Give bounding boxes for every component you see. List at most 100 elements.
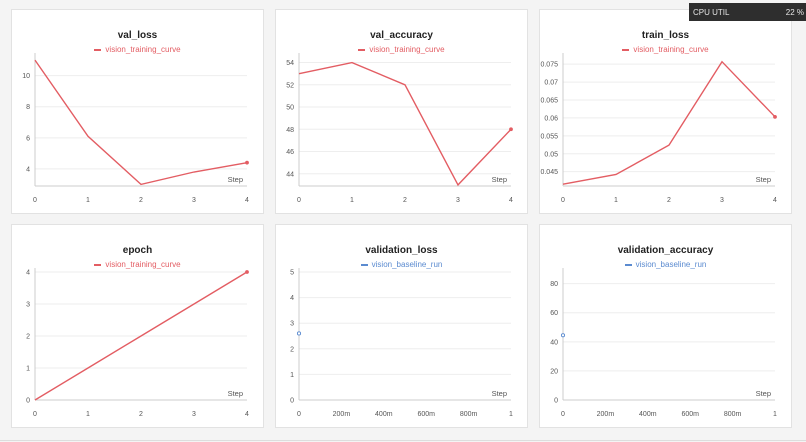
series-line[interactable] (298, 61, 512, 187)
x-tick-label: 0 (297, 411, 301, 418)
x-tick-label: 0 (297, 197, 301, 204)
y-tick-label: 46 (286, 149, 294, 156)
x-tick-label: 2 (667, 197, 671, 204)
y-tick-label: 1 (290, 372, 294, 379)
chart-legend[interactable]: vision_training_curve (540, 45, 791, 54)
chart-panel-val-loss[interactable]: 4 6 8 10 0 1 2 3 4 Step val_loss vision_training_cu… (11, 9, 264, 214)
chart-plot: 0 1 2 3 4 5 0 200m 400m 600m 800m 1 Step (290, 268, 513, 418)
y-tick-label: 0 (290, 398, 294, 405)
chart-plot: 4 6 8 10 0 1 2 3 4 Step (22, 53, 249, 204)
chart-title: epoch (122, 245, 153, 256)
x-tick-label: 600m (417, 411, 435, 418)
chart-panel-validation-accuracy[interactable]: 0 20 40 60 80 0 200m 400m 600m 800m 1 Step validatio… (539, 224, 792, 428)
x-axis-label: Step (756, 175, 771, 184)
y-tick-label: 10 (22, 73, 30, 80)
x-tick-label: 3 (192, 197, 196, 204)
cpu-util-badge: CPU UTIL 22 % (689, 3, 806, 21)
series-line[interactable] (34, 59, 248, 186)
x-tick-label: 1 (350, 197, 354, 204)
last-point-marker[interactable] (245, 270, 249, 274)
y-tick-label: 2 (290, 346, 294, 353)
legend-label: vision_training_curve (105, 45, 181, 54)
chart-panel-epoch[interactable]: 0 1 2 3 4 0 1 2 3 4 Step epoch vision_training_curve (11, 224, 264, 428)
chart-plot: 44 46 48 50 52 54 0 1 2 3 4 Step (286, 53, 513, 204)
legend-swatch (94, 48, 102, 51)
y-tick-label: 0.065 (540, 98, 558, 105)
y-tick-label: 1 (26, 366, 30, 373)
y-tick-label: 2 (26, 334, 30, 341)
x-tick-label: 2 (139, 197, 143, 204)
y-tick-label: 50 (286, 105, 294, 112)
legend-label: vision_training_curve (633, 45, 709, 54)
x-tick-label: 3 (720, 197, 724, 204)
x-axis-label: Step (492, 175, 507, 184)
legend-swatch (624, 263, 632, 266)
last-point-marker[interactable] (509, 127, 513, 132)
x-tick-label: 200m (333, 411, 351, 418)
chart-legend[interactable]: vision_baseline_run (540, 260, 791, 269)
x-tick-label: 0 (33, 411, 37, 418)
x-tick-label: 1 (86, 197, 90, 204)
bottom-divider (0, 440, 806, 441)
chart-panel-val-accuracy[interactable]: 44 46 48 50 52 54 0 1 2 3 4 Step val_accuracy vision_… (275, 9, 528, 214)
y-tick-label: 40 (550, 339, 558, 346)
legend-swatch (360, 263, 368, 266)
x-tick-label: 1 (509, 411, 513, 418)
chart-plot: 0.045 0.05 0.055 0.06 0.065 0.07 0.075 0 1 2 3 4 Ste… (540, 53, 777, 204)
legend-label: vision_baseline_run (371, 260, 443, 269)
y-tick-label: 60 (550, 310, 558, 317)
y-tick-label: 0 (26, 398, 30, 405)
chart-legend[interactable]: vision_baseline_run (276, 260, 527, 269)
x-tick-label: 1 (614, 197, 618, 204)
y-tick-label: 0.055 (540, 133, 558, 140)
x-tick-label: 0 (561, 197, 565, 204)
y-tick-label: 44 (286, 171, 294, 178)
last-point-marker[interactable] (773, 114, 777, 119)
chart-legend[interactable]: vision_training_curve (276, 45, 527, 54)
x-tick-label: 4 (245, 197, 249, 204)
legend-swatch (622, 48, 630, 51)
y-tick-label: 8 (26, 104, 30, 111)
last-point-marker[interactable] (245, 160, 249, 165)
chart-plot: 0 20 40 60 80 0 200m 400m 600m 800m 1 Step (550, 268, 777, 418)
x-axis-label: Step (228, 389, 243, 398)
legend-label: vision_training_curve (105, 260, 181, 269)
x-tick-label: 3 (456, 197, 460, 204)
x-tick-label: 4 (509, 197, 513, 204)
series-line[interactable] (34, 271, 248, 401)
chart-legend[interactable]: vision_training_curve (12, 260, 263, 269)
y-tick-label: 0.075 (540, 62, 558, 69)
x-axis-label: Step (492, 389, 507, 398)
chart-title: validation_loss (365, 245, 438, 256)
data-point[interactable] (296, 331, 302, 336)
cpu-util-value: 22 % (785, 8, 804, 17)
y-tick-label: 48 (286, 127, 294, 134)
y-tick-label: 3 (26, 302, 30, 309)
cpu-util-label: CPU UTIL (693, 8, 730, 17)
legend-label: vision_baseline_run (635, 260, 707, 269)
chart-legend[interactable]: vision_training_curve (12, 45, 263, 54)
y-tick-label: 6 (26, 135, 30, 142)
x-tick-label: 400m (639, 411, 657, 418)
y-tick-label: 80 (550, 281, 558, 288)
x-tick-label: 4 (245, 411, 249, 418)
chart-title: train_loss (641, 30, 690, 41)
chart-panel-validation-loss[interactable]: 0 1 2 3 4 5 0 200m 400m 600m 800m 1 Step validation_l… (275, 224, 528, 428)
chart-title: validation_accuracy (617, 245, 714, 256)
x-tick-label: 1 (773, 411, 777, 418)
x-tick-label: 0 (561, 411, 565, 418)
chart-panel-train-loss[interactable]: 0.045 0.05 0.055 0.06 0.065 0.07 0.075 0 1 2 3 4 Ste… (539, 9, 792, 214)
legend-label: vision_training_curve (369, 45, 445, 54)
series-line[interactable] (562, 60, 776, 185)
chart-title: val_accuracy (370, 30, 433, 41)
x-axis-label: Step (756, 389, 771, 398)
legend-swatch (358, 48, 366, 51)
y-tick-label: 5 (290, 270, 294, 277)
x-tick-label: 1 (86, 411, 90, 418)
y-tick-label: 4 (26, 270, 30, 277)
x-tick-label: 800m (460, 411, 478, 418)
x-tick-label: 3 (192, 411, 196, 418)
x-tick-label: 600m (681, 411, 699, 418)
data-point[interactable] (560, 333, 566, 338)
x-tick-label: 200m (597, 411, 615, 418)
